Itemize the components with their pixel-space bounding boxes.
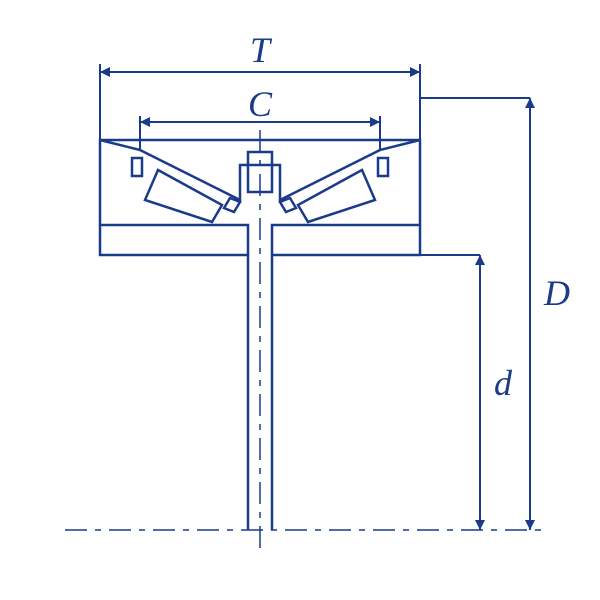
bearing-cross-section-diagram: TC Dd: [0, 0, 600, 600]
dim-label-D: D: [543, 273, 570, 313]
dim-label-C: C: [248, 84, 273, 124]
dim-label-d: d: [494, 363, 513, 403]
dim-label-T: T: [250, 30, 273, 70]
